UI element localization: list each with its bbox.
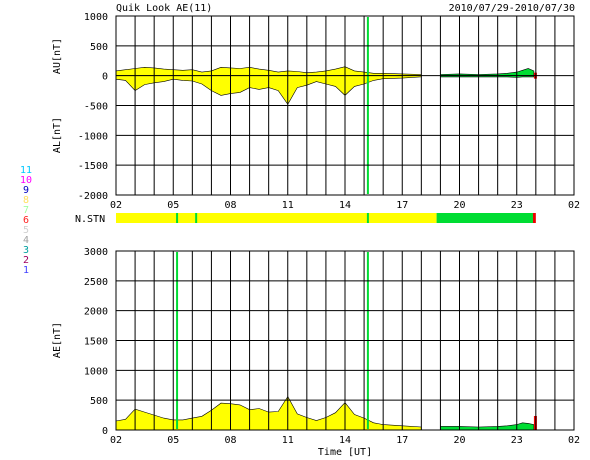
y-tick-label: 2500 [84,277,108,288]
y-tick-label: -2000 [78,191,108,202]
au-al-panel: 1000 500 0 -500 -1000 -1500 -2000 02 05 08 11 14 17… [52,12,580,211]
x-tick-label: 02 [568,435,580,446]
legend-item-1: 1 [23,265,29,276]
legend-item-8: 8 [23,195,29,206]
x-tick-label: 05 [167,200,179,211]
legend-item-3: 3 [23,245,29,256]
legend-item-9: 9 [23,185,29,196]
x-tick-label: 08 [224,435,236,446]
strip-segment-green [436,213,533,223]
legend-item-4: 4 [23,235,29,246]
y-tick-label: 500 [90,396,108,407]
au-al-x-tick-labels: 02 05 08 11 14 17 20 23 02 [110,200,580,211]
station-count-bar [116,213,536,223]
legend-item-6: 6 [23,215,29,226]
x-tick-label: 17 [396,200,408,211]
legend-item-10: 10 [20,175,32,186]
x-tick-label: 02 [110,435,122,446]
x-tick-label: 14 [339,435,351,446]
al-axis-label: AL[nT] [52,117,63,153]
x-tick-label: 20 [453,435,465,446]
legend-item-5: 5 [23,225,29,236]
x-axis-label: Time [UT] [318,447,372,458]
x-tick-label: 14 [339,200,351,211]
y-tick-label: 0 [102,72,108,83]
legend-item-7: 7 [23,205,29,216]
x-tick-label: 02 [110,200,122,211]
x-tick-label: 11 [282,200,294,211]
y-tick-label: 1000 [84,366,108,377]
y-tick-label: 0 [102,426,108,437]
y-tick-label: 2000 [84,307,108,318]
y-tick-label: -1500 [78,161,108,172]
strip-segment-yellow [116,213,437,223]
y-tick-label: 3000 [84,247,108,258]
ae-grid [115,250,575,431]
au-axis-label: AU[nT] [52,38,63,74]
legend-item-11: 11 [20,165,32,176]
y-tick-label: 1500 [84,337,108,348]
y-tick-label: 500 [90,42,108,53]
x-tick-label: 20 [453,200,465,211]
ae-x-tick-labels: 02 05 08 11 14 17 20 23 02 [110,435,580,446]
au-al-grid [115,15,575,196]
x-tick-label: 05 [167,435,179,446]
ae-panel: 3000 2500 2000 1500 1000 500 0 02 05 08 11 14 17 20 2… [52,247,580,458]
x-tick-label: 02 [568,200,580,211]
n-stn-label: N.STN [75,214,105,225]
x-tick-label: 17 [396,435,408,446]
strip-segment-red [532,213,536,223]
x-tick-label: 23 [511,435,523,446]
x-tick-label: 08 [224,200,236,211]
au-al-y-tick-labels: 1000 500 0 -500 -1000 -1500 -2000 [78,12,108,202]
legend-item-2: 2 [23,255,29,266]
y-tick-label: -500 [84,102,108,113]
date-range: 2010/07/29-2010/07/30 [449,3,575,14]
x-tick-label: 11 [282,435,294,446]
station-count-strip: N.STN [75,213,536,225]
ae-y-tick-labels: 3000 2500 2000 1500 1000 500 0 [84,247,108,437]
ae-axis-label: AE[nT] [52,322,63,358]
y-tick-label: -1000 [78,131,108,142]
chart-title: Quik Look AE(11) [116,3,212,14]
y-tick-label: 1000 [84,12,108,23]
x-tick-label: 23 [511,200,523,211]
